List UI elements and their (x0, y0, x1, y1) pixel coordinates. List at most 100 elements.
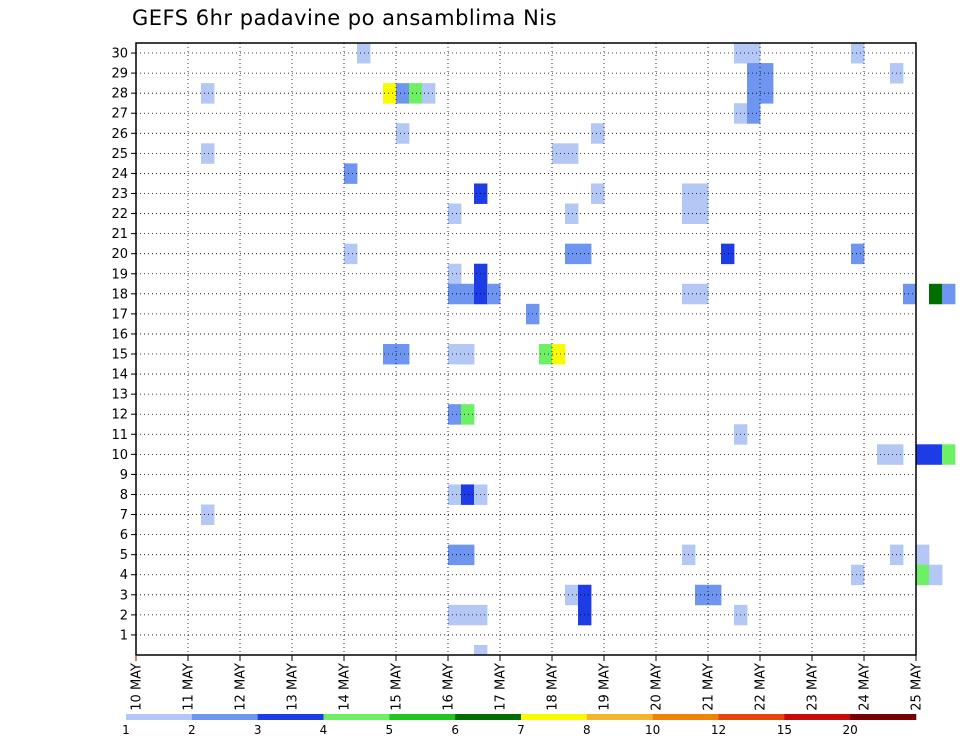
heatmap-cells (201, 43, 956, 656)
y-tick-label: 2 (120, 608, 128, 623)
x-tick-label: 11 MAY (182, 663, 197, 711)
heatmap-cell (695, 283, 709, 305)
x-tick-label: 21 MAY (702, 663, 717, 711)
heatmap-cell (942, 444, 956, 465)
colorbar-label: 20 (843, 723, 858, 737)
colorbar-swatch (323, 714, 390, 720)
x-tick-label: 14 MAY (338, 663, 353, 711)
y-tick-label: 1 (120, 628, 128, 643)
heatmap-cell (448, 604, 462, 626)
heatmap-cell (409, 83, 423, 104)
y-tick-label: 3 (120, 588, 128, 603)
y-tick-label: 16 (111, 327, 128, 342)
y-tick-label: 5 (120, 548, 128, 563)
heatmap-cell (916, 444, 930, 465)
colorbar-swatch (652, 714, 719, 720)
x-tick-label: 20 MAY (650, 663, 665, 711)
heatmap-cell (851, 43, 865, 64)
heatmap-cell (201, 83, 215, 104)
heatmap-cell (474, 644, 488, 656)
x-tick-label: 18 MAY (546, 663, 561, 711)
y-tick-label: 13 (111, 388, 128, 403)
heatmap-cell (565, 243, 579, 265)
y-tick-label: 22 (111, 207, 128, 222)
heatmap-cell (591, 123, 605, 144)
colorbar-swatch (257, 714, 324, 720)
y-tick-label: 24 (111, 167, 128, 182)
colorbar-swatch (586, 714, 653, 720)
heatmap-cell (461, 283, 475, 305)
x-tick-label: 12 MAY (234, 663, 249, 711)
heatmap-cell (344, 163, 358, 184)
y-tick-label: 11 (111, 428, 128, 443)
x-tick-label: 13 MAY (286, 663, 301, 711)
colorbar-label: 5 (386, 723, 394, 737)
heatmap-cell (760, 63, 774, 84)
x-tick-label: 25 MAY (910, 663, 925, 711)
colorbar-label: 12 (711, 723, 726, 737)
y-axis: 1234567891011121314151617181920212223242… (111, 47, 136, 643)
heatmap-cell (747, 83, 761, 104)
x-tick-label: 17 MAY (494, 663, 509, 711)
chart-title: GEFS 6hr padavine po ansamblima Nis (132, 6, 558, 30)
colorbar-label: 15 (777, 723, 792, 737)
heatmap-cell (708, 584, 722, 606)
colorbar-label: 7 (517, 723, 525, 737)
x-tick-label: 22 MAY (754, 663, 769, 711)
heatmap-cell (448, 544, 462, 566)
y-tick-label: 12 (111, 408, 128, 423)
y-tick-label: 18 (111, 287, 128, 302)
y-tick-label: 17 (111, 307, 128, 322)
colorbar-swatch (126, 714, 193, 720)
y-tick-label: 19 (111, 267, 128, 282)
x-tick-label: 10 MAY (130, 663, 145, 711)
heatmap-cell (448, 283, 462, 305)
x-tick-label: 15 MAY (390, 663, 405, 711)
heatmap-cell (591, 183, 605, 204)
heatmap-cell (565, 143, 579, 164)
colorbar-swatch (191, 714, 258, 720)
heatmap-cell (461, 544, 475, 566)
heatmap-cell (357, 43, 371, 64)
heatmap-cell (747, 63, 761, 84)
heatmap-cell (929, 444, 943, 465)
colorbar-label: 4 (320, 723, 328, 737)
colorbar: 1 2 3 4 5 6 7 8 10 12 15 20 (122, 714, 917, 737)
y-tick-label: 10 (111, 448, 128, 463)
y-tick-label: 8 (120, 488, 128, 503)
colorbar-swatch (784, 714, 851, 720)
x-tick-label: 24 MAY (858, 663, 873, 711)
grid-lines (136, 43, 916, 655)
heatmap-cell (877, 444, 891, 465)
colorbar-label: 3 (254, 723, 262, 737)
heatmap-cell (747, 43, 761, 64)
heatmap-cell (695, 203, 709, 224)
colorbar-label: 6 (451, 723, 459, 737)
heatmap-cell (760, 83, 774, 104)
heatmap-cell (552, 143, 566, 164)
y-tick-label: 9 (120, 468, 128, 483)
y-tick-label: 30 (111, 47, 128, 62)
colorbar-label: 10 (645, 723, 660, 737)
heatmap-cell (201, 504, 215, 525)
heatmap-cell (201, 143, 215, 164)
y-tick-label: 23 (111, 187, 128, 202)
y-tick-label: 27 (111, 107, 128, 122)
heatmap-cell (448, 343, 462, 365)
y-tick-label: 28 (111, 87, 128, 102)
colorbar-label: 2 (188, 723, 196, 737)
heatmap-cell (396, 83, 410, 104)
heatmap-cell (487, 283, 501, 305)
heatmap-cell (461, 404, 475, 425)
y-tick-label: 26 (111, 127, 128, 142)
heatmap-cell (916, 564, 930, 586)
y-tick-label: 6 (120, 528, 128, 543)
colorbar-swatch (455, 714, 522, 720)
heatmap-cell (565, 584, 579, 606)
colorbar-swatch (718, 714, 785, 720)
heatmap-cell (383, 83, 397, 104)
heatmap-cell (942, 283, 956, 305)
x-axis: 10 MAY 11 MAY 12 MAY 13 MAY 14 MAY 15 MAY 16 M… (130, 655, 925, 711)
colorbar-swatch (521, 714, 588, 720)
